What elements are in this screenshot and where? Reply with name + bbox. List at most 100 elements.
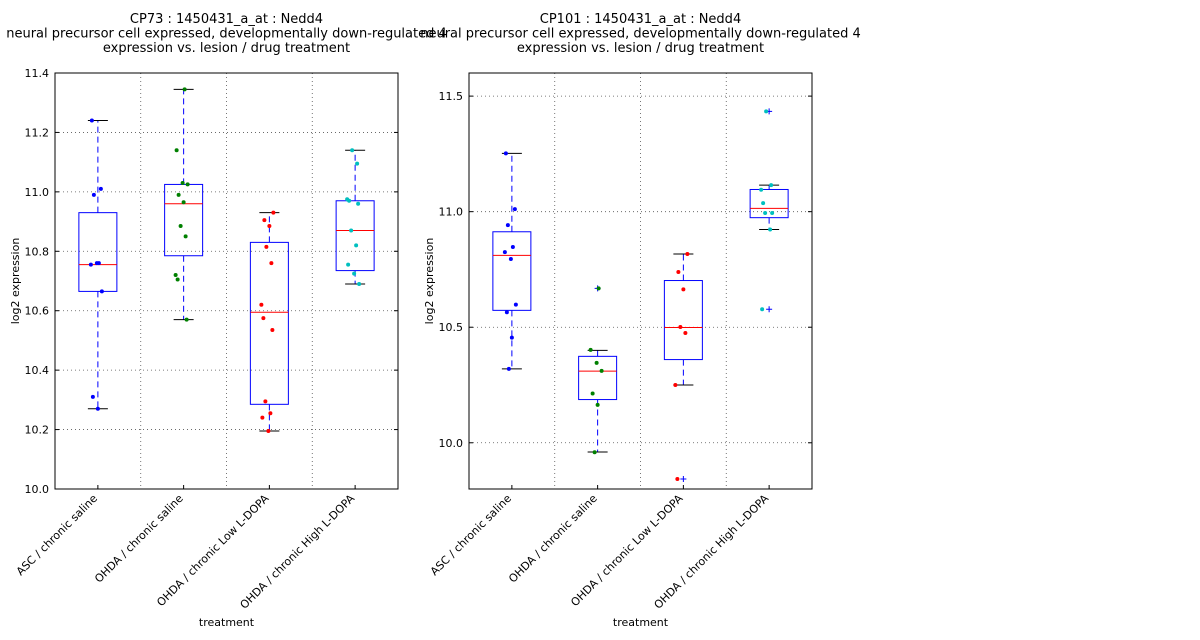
box-3 (249, 212, 289, 432)
data-point (502, 250, 507, 255)
data-point (347, 198, 352, 203)
data-point (184, 317, 189, 322)
y-tick-label: 11.0 (439, 206, 464, 219)
y-axis-label: log2 expression (423, 238, 436, 325)
box-3 (663, 253, 703, 483)
data-point (267, 224, 272, 229)
data-point (264, 244, 269, 249)
x-axis-label: treatment (613, 616, 669, 629)
data-point (88, 262, 93, 267)
data-point (673, 383, 678, 387)
data-point (506, 366, 511, 371)
y-tick-label: 11.4 (25, 67, 50, 80)
y-tick-label: 11.0 (25, 186, 50, 199)
y-tick-label: 10.4 (25, 364, 50, 377)
data-point (599, 368, 604, 373)
data-point (259, 302, 264, 307)
chart-title-line: CP101 : 1450431_a_at : Nedd4 (540, 12, 741, 27)
data-point (594, 360, 599, 365)
data-point (180, 180, 185, 185)
data-point (262, 218, 267, 223)
data-point (588, 347, 593, 352)
box-iqr (749, 188, 789, 219)
y-tick-label: 10.0 (439, 437, 464, 450)
data-point (504, 310, 509, 315)
y-axis-label: log2 expression (9, 238, 22, 325)
y-tick-label: 10.2 (25, 424, 50, 437)
data-point (678, 324, 683, 329)
y-tick-label: 10.8 (25, 245, 50, 258)
data-point (261, 316, 266, 321)
box-iqr (663, 280, 703, 361)
box-4 (335, 149, 375, 285)
box-2 (578, 285, 618, 453)
data-point (596, 286, 601, 291)
chart-title-line: expression vs. lesion / drug treatment (103, 41, 350, 56)
data-point (685, 251, 690, 256)
chart-title-line: neural precursor cell expressed, develop… (6, 27, 447, 42)
data-point (89, 118, 94, 123)
data-point (173, 273, 178, 278)
data-point (592, 450, 597, 455)
box-iqr (335, 200, 375, 272)
data-point (759, 187, 764, 192)
chart-title-line: expression vs. lesion / drug treatment (517, 41, 764, 56)
x-tick-label: OHDA / chronic saline (506, 492, 600, 586)
x-tick-label: ASC / chronic saline (14, 492, 100, 578)
y-tick-label: 11.5 (439, 90, 464, 103)
data-point (769, 183, 774, 188)
data-point (185, 182, 190, 187)
box-iqr (578, 355, 618, 401)
data-point (770, 211, 775, 216)
data-point (90, 394, 95, 399)
data-point (175, 277, 180, 282)
box-iqr (164, 183, 204, 257)
outlier-marker (766, 306, 773, 313)
box-2 (164, 88, 204, 321)
data-point (99, 289, 104, 294)
data-point (270, 328, 275, 333)
axes-frame (468, 72, 813, 490)
data-point (503, 151, 508, 156)
data-point (505, 223, 510, 228)
data-point (510, 245, 515, 250)
box-iqr (249, 241, 289, 405)
outlier-marker (680, 476, 687, 483)
data-point (761, 201, 766, 206)
data-point (355, 161, 360, 166)
data-point (513, 302, 518, 307)
data-point (590, 391, 595, 396)
chart-title-line: CP73 : 1450431_a_at : Nedd4 (130, 12, 323, 27)
data-point (509, 335, 514, 340)
y-tick-label: 10.0 (25, 483, 50, 496)
x-tick-label: OHDA / chronic saline (92, 492, 186, 586)
x-tick-label: ASC / chronic saline (428, 492, 514, 578)
data-point (181, 200, 186, 205)
data-point (269, 261, 274, 266)
data-point (350, 148, 355, 153)
box-iqr (492, 231, 532, 311)
data-point (357, 281, 362, 286)
data-point (764, 109, 769, 114)
data-point (174, 148, 179, 153)
chart-title-line: neural precursor cell expressed, develop… (420, 27, 861, 42)
box-iqr (78, 212, 118, 292)
data-point (95, 406, 100, 411)
data-point (178, 224, 183, 229)
data-point (94, 261, 99, 266)
data-point (271, 210, 276, 215)
data-point (268, 411, 273, 416)
data-point (676, 269, 681, 274)
data-point (349, 228, 354, 233)
x-axis-label: treatment (199, 616, 255, 629)
data-point (675, 477, 680, 482)
y-tick-label: 11.2 (25, 126, 50, 139)
data-point (260, 415, 265, 420)
data-point (176, 192, 181, 197)
data-point (266, 429, 271, 434)
data-point (760, 307, 765, 312)
data-point (768, 227, 773, 232)
data-point (263, 399, 268, 404)
data-point (356, 201, 361, 206)
data-point (763, 211, 768, 216)
